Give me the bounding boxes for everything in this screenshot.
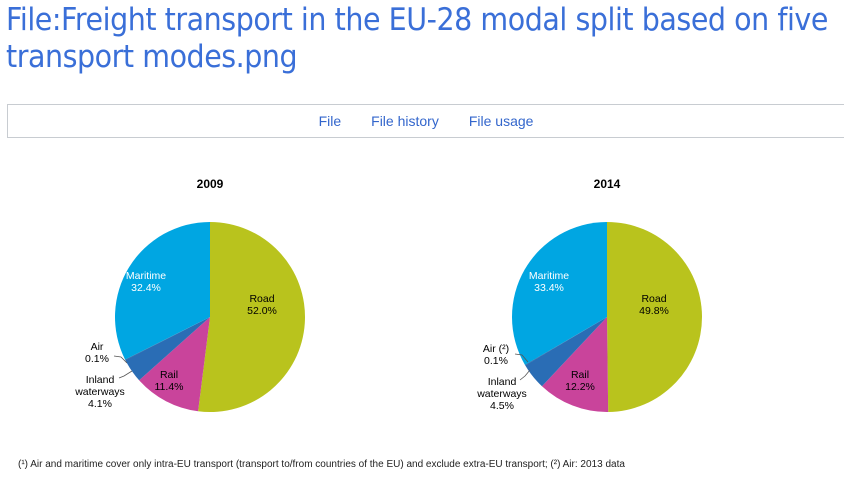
slice-label-rail: Rail 11.4%: [155, 369, 184, 393]
file-tabs: File File history File usage: [7, 104, 844, 138]
leader-line-air: [514, 353, 529, 363]
pie-slice-inland-waterways: [125, 317, 210, 381]
tab-file[interactable]: File: [318, 113, 342, 129]
leader-line-inland: [118, 370, 133, 379]
slice-label-air: Air 0.1%: [85, 341, 109, 365]
tab-file-history[interactable]: File history: [371, 113, 439, 129]
pie-slice-maritime: [511, 222, 607, 365]
slice-label-maritime: Maritime 33.4%: [529, 270, 569, 294]
pie-slice-rail: [139, 317, 210, 412]
footnote: (¹) Air and maritime cover only intra-EU…: [18, 459, 625, 470]
page-title: File:Freight transport in the EU-28 moda…: [6, 2, 828, 75]
slice-label-maritime: Maritime 32.4%: [126, 270, 166, 294]
slice-label-road: Road 49.8%: [639, 293, 669, 317]
chart-title: 2014: [594, 177, 621, 191]
pie-slice-rail: [541, 317, 609, 412]
pie-slice-air: [524, 317, 607, 366]
slice-label-air: Air (²) 0.1%: [483, 343, 509, 367]
slice-label-inland-waterways: Inland waterways 4.5%: [476, 376, 527, 412]
slice-label-rail: Rail 12.2%: [565, 369, 595, 393]
pie-slice-road: [198, 222, 305, 412]
leader-line-air: [113, 355, 128, 364]
leader-line-inland: [519, 369, 531, 381]
chart-title: 2009: [197, 177, 224, 191]
slice-label-road: Road 52.0%: [247, 293, 277, 317]
pie-slice-maritime: [115, 222, 210, 360]
tab-file-usage[interactable]: File usage: [468, 113, 534, 129]
slice-label-inland-waterways: Inland waterways 4.1%: [74, 374, 125, 410]
pie-slice-road: [607, 222, 703, 412]
pie-slice-air: [125, 317, 210, 361]
pie-slice-inland-waterways: [525, 317, 607, 387]
